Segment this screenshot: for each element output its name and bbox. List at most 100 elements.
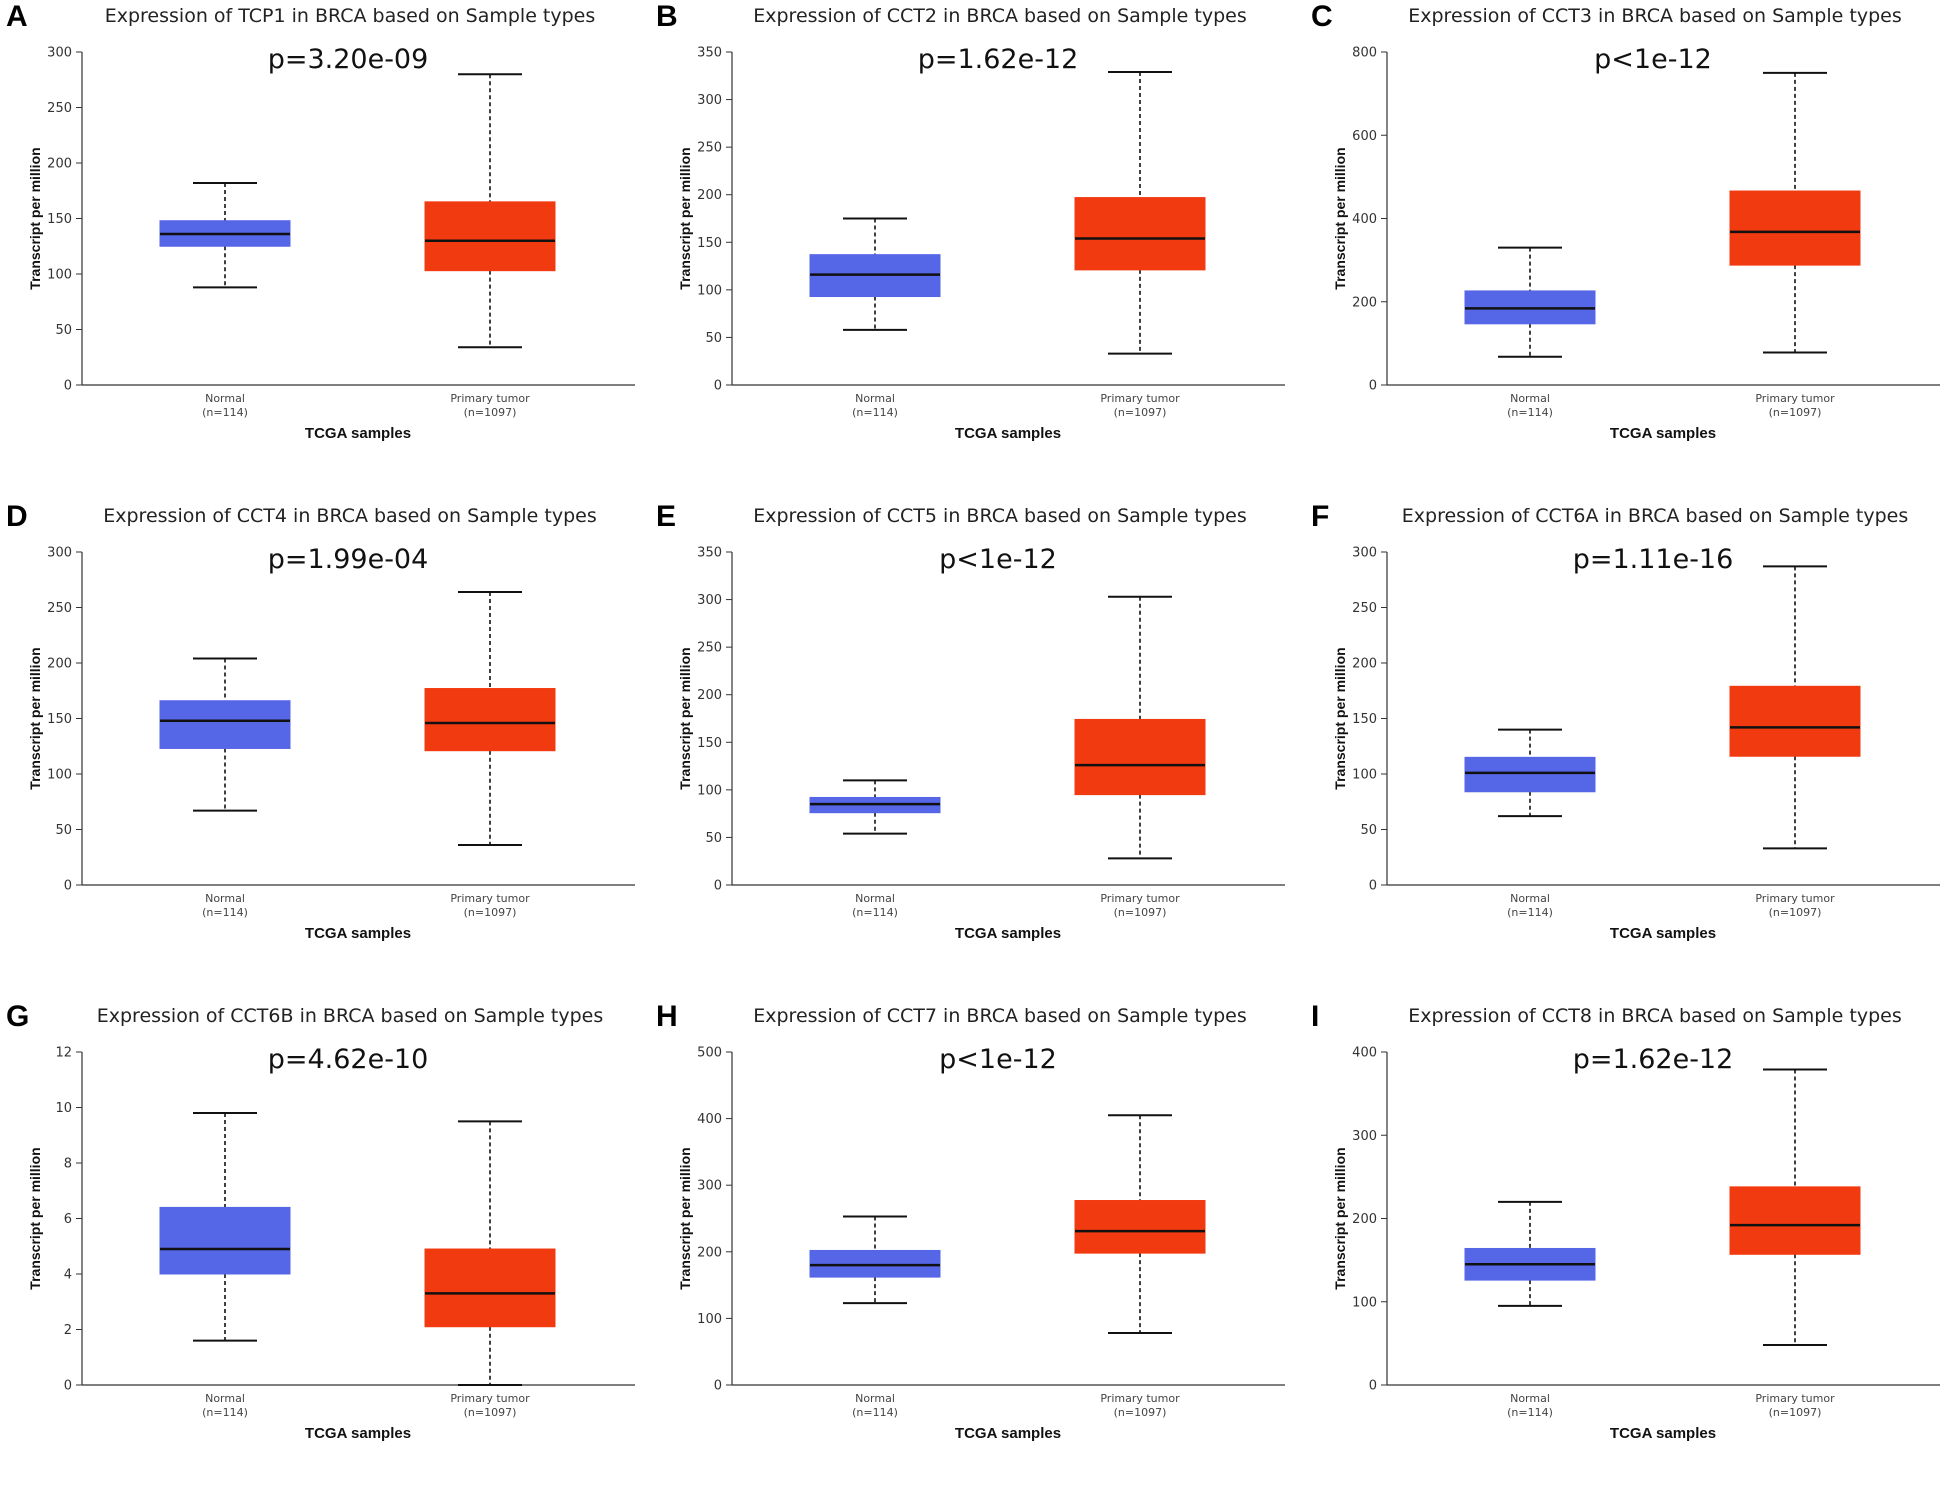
- panel-letter: G: [6, 1000, 29, 1033]
- y-tick-label: 400: [1352, 1046, 1377, 1061]
- tumor-box-group: [1729, 565, 1861, 850]
- iqr-box: [1074, 718, 1206, 796]
- y-tick-label: 0: [1369, 379, 1377, 394]
- iqr-box: [159, 700, 291, 749]
- category-n: (n=1097): [1769, 906, 1822, 919]
- category-n: (n=1097): [464, 406, 517, 419]
- normal-box-group: [159, 657, 291, 812]
- iqr-box: [424, 201, 556, 272]
- y-tick-label: 100: [47, 268, 72, 283]
- boxplot-svg: B Expression of CCT2 in BRCA based on Sam…: [656, 0, 1285, 442]
- y-tick-label: 100: [1352, 1295, 1377, 1310]
- y-tick-label: 4: [64, 1268, 72, 1283]
- iqr-box: [1729, 685, 1861, 757]
- chart-title: Expression of CCT2 in BRCA based on Samp…: [753, 5, 1246, 27]
- normal-box-group: [159, 181, 291, 289]
- y-tick-label: 100: [47, 768, 72, 783]
- iqr-box: [1074, 1200, 1206, 1254]
- tumor-box-group: [1074, 70, 1206, 355]
- iqr-box: [1464, 756, 1596, 793]
- boxplot-svg: C Expression of CCT3 in BRCA based on Sam…: [1311, 0, 1940, 442]
- y-tick-label: 300: [47, 46, 72, 61]
- y-tick-label: 0: [1369, 879, 1377, 894]
- panel-letter: D: [6, 500, 28, 533]
- category-n: (n=1097): [1769, 1406, 1822, 1419]
- category-n: (n=114): [852, 1406, 898, 1419]
- y-tick-label: 0: [714, 1379, 722, 1394]
- y-tick-label: 0: [64, 379, 72, 394]
- category-label: Primary tumor: [450, 1392, 530, 1405]
- panel-c: C Expression of CCT3 in BRCA based on Sam…: [1305, 0, 1955, 495]
- iqr-box: [424, 1248, 556, 1328]
- p-value-label: p<1e-12: [939, 1044, 1057, 1075]
- y-tick-label: 50: [55, 823, 72, 838]
- normal-box-group: [809, 217, 941, 331]
- normal-box-group: [1464, 1200, 1596, 1307]
- y-axis-label: Transcript per million: [27, 647, 43, 789]
- y-tick-label: 250: [1352, 601, 1377, 616]
- normal-box-group: [159, 1112, 291, 1342]
- y-tick-label: 400: [697, 1112, 722, 1127]
- category-label: Primary tumor: [450, 392, 530, 405]
- y-tick-label: 10: [55, 1101, 72, 1116]
- chart-title: Expression of CCT6A in BRCA based on Sam…: [1402, 505, 1908, 527]
- category-label: Primary tumor: [1755, 392, 1835, 405]
- panel-letter: B: [656, 0, 678, 33]
- y-tick-label: 150: [697, 736, 722, 751]
- y-tick-label: 200: [1352, 295, 1377, 310]
- y-tick-label: 100: [697, 1312, 722, 1327]
- normal-box-group: [809, 779, 941, 835]
- y-tick-label: 2: [64, 1323, 72, 1338]
- y-axis-label: Transcript per million: [1332, 1147, 1348, 1289]
- category-label: Normal: [855, 1392, 895, 1405]
- category-label: Normal: [1510, 1392, 1550, 1405]
- y-tick-label: 50: [705, 331, 722, 346]
- panel-a: A Expression of TCP1 in BRCA based on Sam…: [0, 0, 650, 495]
- boxplot-svg: E Expression of CCT5 in BRCA based on Sam…: [656, 500, 1285, 942]
- y-tick-label: 250: [47, 101, 72, 116]
- iqr-box: [159, 1206, 291, 1275]
- panel-letter: I: [1311, 1000, 1319, 1033]
- y-tick-label: 200: [697, 188, 722, 203]
- y-tick-label: 300: [697, 93, 722, 108]
- x-axis-label: TCGA samples: [955, 1425, 1061, 1442]
- iqr-box: [1074, 197, 1206, 271]
- chart-title: Expression of CCT8 in BRCA based on Samp…: [1408, 1005, 1901, 1027]
- iqr-box: [809, 1249, 941, 1278]
- p-value-label: p<1e-12: [1594, 44, 1712, 75]
- panel-g: G Expression of CCT6B in BRCA based on Sa…: [0, 1000, 650, 1495]
- category-label: Primary tumor: [1100, 892, 1180, 905]
- y-tick-label: 12: [55, 1046, 72, 1061]
- category-label: Normal: [205, 392, 245, 405]
- category-n: (n=114): [852, 906, 898, 919]
- boxplot-svg: G Expression of CCT6B in BRCA based on Sa…: [6, 1000, 635, 1442]
- p-value-label: p=1.62e-12: [918, 44, 1079, 75]
- y-tick-label: 150: [1352, 712, 1377, 727]
- tumor-box-group: [1074, 1114, 1206, 1335]
- y-axis-label: Transcript per million: [677, 147, 693, 289]
- panel-i: I Expression of CCT8 in BRCA based on Sam…: [1305, 1000, 1955, 1495]
- panel-e: E Expression of CCT5 in BRCA based on Sam…: [650, 500, 1300, 995]
- y-tick-label: 200: [1352, 657, 1377, 672]
- y-tick-label: 150: [697, 236, 722, 251]
- category-label: Normal: [855, 392, 895, 405]
- panel-h: H Expression of CCT7 in BRCA based on Sam…: [650, 1000, 1300, 1495]
- category-n: (n=114): [202, 906, 248, 919]
- y-axis-label: Transcript per million: [677, 1147, 693, 1289]
- x-axis-label: TCGA samples: [1610, 1425, 1716, 1442]
- tumor-box-group: [424, 1120, 556, 1386]
- y-axis-label: Transcript per million: [27, 1147, 43, 1289]
- y-tick-label: 500: [697, 1046, 722, 1061]
- chart-title: Expression of CCT5 in BRCA based on Samp…: [753, 505, 1246, 527]
- category-n: (n=1097): [1769, 406, 1822, 419]
- category-n: (n=1097): [1114, 406, 1167, 419]
- x-axis-label: TCGA samples: [305, 925, 411, 942]
- boxplot-svg: D Expression of CCT4 in BRCA based on Sam…: [6, 500, 635, 942]
- y-tick-label: 600: [1352, 129, 1377, 144]
- category-label: Normal: [205, 892, 245, 905]
- p-value-label: p=1.11e-16: [1573, 544, 1734, 575]
- panel-d: D Expression of CCT4 in BRCA based on Sam…: [0, 500, 650, 995]
- y-tick-label: 250: [697, 641, 722, 656]
- x-axis-label: TCGA samples: [955, 925, 1061, 942]
- p-value-label: p<1e-12: [939, 544, 1057, 575]
